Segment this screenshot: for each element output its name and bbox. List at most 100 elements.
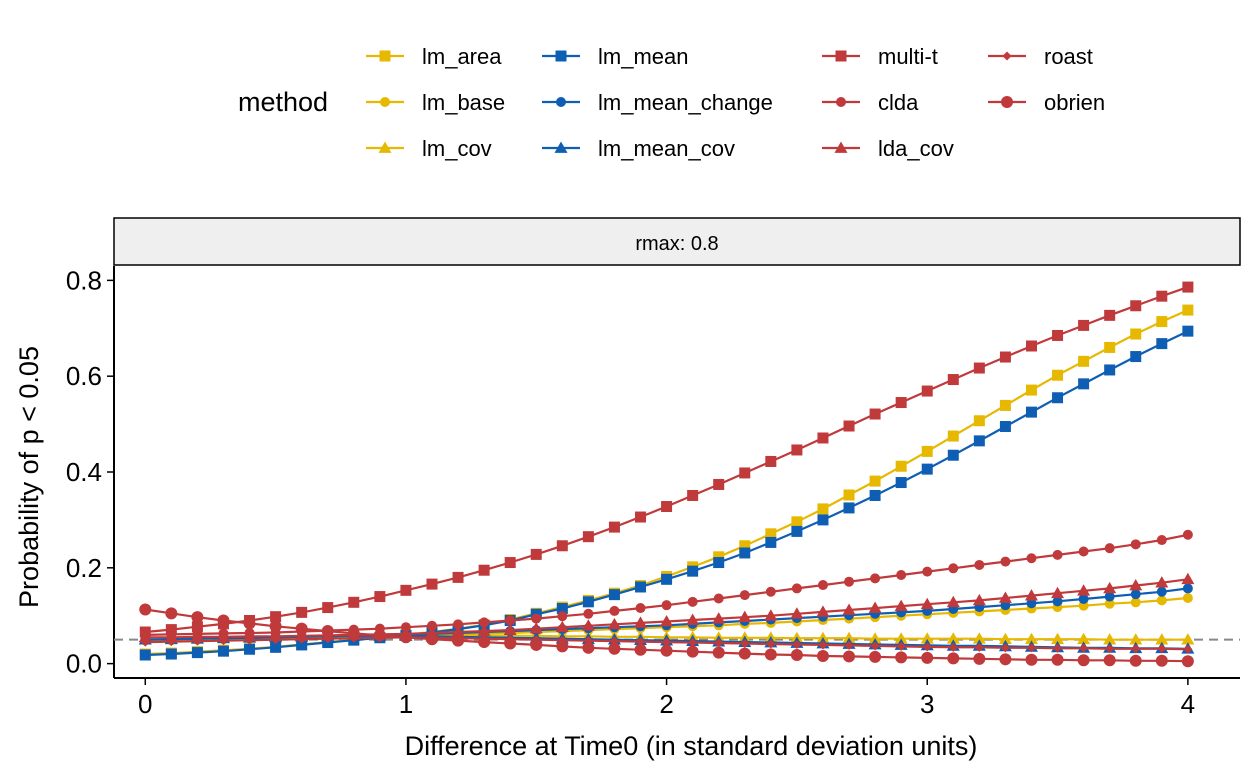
data-point-clda: [1026, 553, 1037, 564]
y-tick-label: 0.8: [66, 265, 102, 295]
data-point-clda: [583, 608, 594, 619]
data-point-obrien: [843, 650, 856, 663]
data-point-obrien: [452, 634, 465, 647]
data-point-clda: [661, 600, 672, 611]
x-tick-label: 1: [399, 689, 413, 719]
data-point-multi-t: [1078, 319, 1090, 331]
data-point-obrien: [269, 620, 282, 633]
data-point-lda-cov: [712, 612, 726, 624]
data-point-lda-cov: [920, 597, 934, 610]
legend-item-multi-t: multi-t: [822, 44, 938, 69]
data-point-multi-t: [635, 511, 647, 523]
data-point-lm-area: [817, 503, 829, 515]
data-point-lm-mean-change: [1026, 598, 1037, 609]
data-point-obrien: [504, 637, 517, 650]
data-point-obrien: [895, 651, 908, 664]
data-point-lm-mean: [843, 502, 855, 514]
data-point-lm-base: [1156, 595, 1167, 606]
data-point-roast: [688, 638, 698, 648]
data-point-lm-area: [1025, 384, 1037, 396]
data-point-lda-cov: [1181, 572, 1195, 585]
data-point-multi-t: [608, 521, 620, 533]
data-point-clda: [1078, 546, 1089, 557]
data-point-clda: [870, 573, 881, 584]
data-point-lda-cov: [842, 603, 856, 615]
data-point-roast: [1131, 644, 1141, 654]
data-point-multi-t: [322, 602, 334, 614]
data-point-lm-area: [1078, 355, 1090, 367]
data-point-lm-mean: [817, 514, 829, 526]
data-point-multi-t: [921, 385, 933, 397]
data-point-lm-cov: [998, 632, 1012, 645]
data-point-lm-area: [947, 430, 959, 442]
data-point-multi-t: [869, 408, 881, 420]
data-point-roast: [636, 637, 646, 647]
data-point-lda-cov: [581, 619, 595, 631]
data-point-lda-cov: [1129, 579, 1143, 591]
data-point-lm-area: [843, 489, 855, 501]
legend-key-marker: [556, 97, 566, 107]
data-point-lda-cov: [138, 630, 152, 643]
data-point-lm-area: [1052, 369, 1064, 381]
data-point-multi-t: [556, 540, 568, 552]
data-point-multi-t: [582, 531, 594, 543]
data-point-multi-t: [1025, 340, 1037, 352]
data-point-lm-cov: [894, 632, 908, 644]
data-point-lm-cov: [972, 632, 986, 644]
data-point-lm-mean: [1052, 392, 1064, 404]
data-point-obrien: [373, 629, 386, 642]
data-point-lm-area: [1130, 328, 1142, 340]
data-point-lm-area: [739, 540, 751, 552]
data-point-roast: [1105, 644, 1115, 654]
data-point-multi-t: [1052, 329, 1064, 341]
data-point-obrien: [321, 625, 334, 638]
data-point-clda: [713, 593, 724, 604]
data-point-lm-mean: [296, 639, 308, 651]
data-point-lm-mean: [582, 596, 594, 608]
x-tick-label: 3: [920, 689, 934, 719]
legend-item-lm-cov: lm_cov: [366, 136, 492, 161]
data-point-lda-cov: [764, 609, 778, 621]
data-point-obrien: [217, 614, 230, 627]
data-point-multi-t: [1104, 309, 1116, 321]
data-point-multi-t: [478, 564, 490, 576]
data-point-roast: [140, 637, 150, 647]
data-point-clda: [609, 605, 620, 616]
data-point-lm-area: [895, 460, 907, 472]
y-tick-label: 0.4: [66, 457, 102, 487]
y-tick-label: 0.2: [66, 553, 102, 583]
data-point-clda: [791, 583, 802, 594]
data-point-clda: [896, 570, 907, 580]
data-point-multi-t: [374, 591, 386, 603]
data-point-multi-t: [843, 420, 855, 432]
legend-label: lm_mean_cov: [598, 136, 735, 161]
data-point-obrien: [1077, 654, 1090, 667]
facet-strip: rmax: 0.8: [113, 217, 1241, 266]
data-point-lm-mean-change: [1156, 586, 1167, 597]
data-point-lm-mean: [947, 449, 959, 461]
data-point-lda-cov: [164, 630, 178, 643]
legend-item-obrien: obrien: [988, 90, 1105, 115]
legend-label: roast: [1044, 44, 1093, 69]
data-point-obrien: [764, 648, 777, 661]
data-point-lda-cov: [894, 599, 908, 612]
data-point-clda: [635, 603, 646, 614]
data-point-obrien: [738, 647, 751, 660]
x-tick-label: 0: [138, 689, 152, 719]
data-point-lm-mean: [244, 643, 256, 655]
data-point-obrien: [947, 652, 960, 665]
data-point-roast: [896, 641, 906, 651]
data-point-lm-mean-change: [1078, 593, 1089, 604]
data-point-clda: [531, 613, 542, 624]
x-tick-label: 4: [1181, 689, 1195, 719]
data-point-lm-mean: [921, 463, 933, 475]
data-point-lm-mean-change: [1130, 589, 1141, 600]
data-point-obrien: [634, 643, 647, 656]
data-point-obrien: [399, 631, 412, 644]
data-point-lm-area: [973, 415, 985, 427]
data-point-obrien: [999, 653, 1012, 666]
data-point-roast: [662, 637, 672, 647]
data-point-lda-cov: [243, 629, 257, 642]
data-point-clda: [557, 611, 568, 622]
